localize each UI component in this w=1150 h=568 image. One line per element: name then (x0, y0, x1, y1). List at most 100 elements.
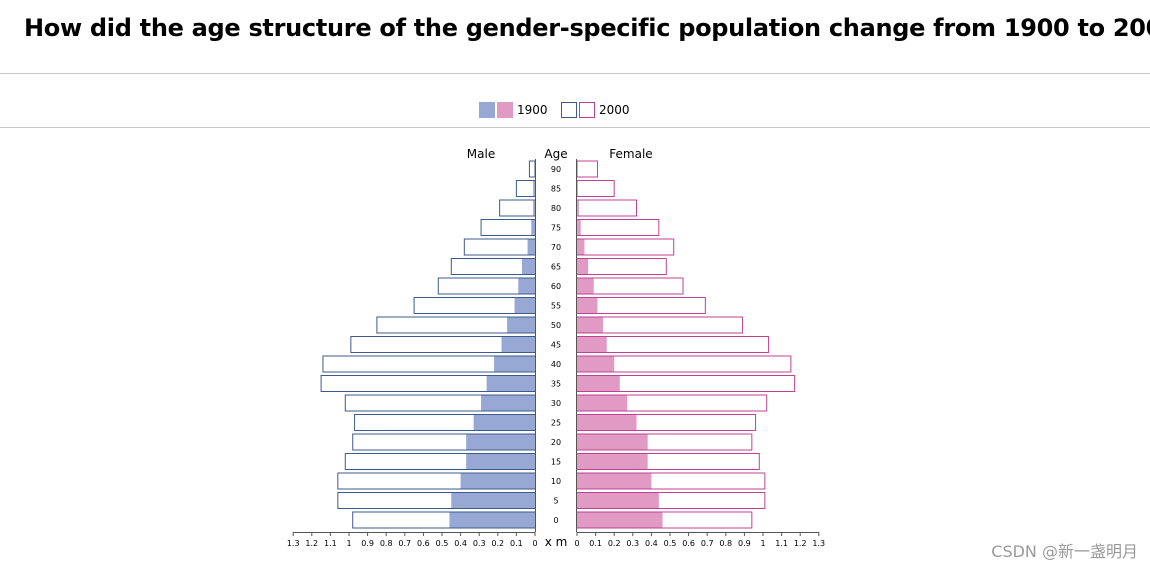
bar-male-1900-age-85[interactable] (533, 181, 535, 196)
legend-item-2000[interactable]: 2000 (561, 102, 630, 118)
age-label-80: 80 (551, 204, 561, 213)
bar-male-2000-age-85[interactable] (515, 180, 536, 197)
bar-female-1900-age-40[interactable] (577, 356, 615, 372)
bar-female-2000-age-70[interactable] (576, 238, 675, 256)
age-label-30: 30 (551, 399, 561, 408)
bar-male-2000-age-75[interactable] (480, 219, 536, 236)
male-x-tick-label: 1.3 (287, 539, 300, 548)
bar-male-1900-age-0[interactable] (449, 512, 535, 528)
male-label: Male (467, 147, 495, 161)
female-x-tick-label: 0.2 (608, 539, 621, 548)
bar-female-1900-age-25[interactable] (577, 415, 637, 430)
male-x-tick-label: 0.1 (510, 539, 523, 548)
bar-male-1900-age-50[interactable] (507, 317, 535, 333)
bar-male-2000-age-90[interactable] (528, 160, 536, 178)
age-label-20: 20 (551, 438, 561, 447)
bar-male-1900-age-40[interactable] (494, 356, 535, 372)
male-x-tick-label: 0.8 (380, 539, 393, 548)
bar-male-2000-age-70[interactable] (463, 238, 536, 256)
male-x-tick-label: 0.7 (398, 539, 411, 548)
bar-male-1900-age-30[interactable] (481, 395, 535, 411)
bar-female-1900-age-15[interactable] (577, 454, 648, 469)
age-label-5: 5 (553, 497, 558, 506)
legend-label-1900: 1900 (517, 103, 548, 117)
bar-male-1900-age-5[interactable] (451, 493, 535, 508)
bar-female-1900-age-65[interactable] (577, 259, 589, 274)
male-x-tick-label: 0.6 (417, 539, 430, 548)
male-x-tick-label: 1.1 (324, 539, 337, 548)
bar-female-2000-age-75[interactable] (576, 219, 660, 236)
legend-swatch-1900-female (497, 102, 513, 118)
female-label: Female (609, 147, 652, 161)
male-x-tick-label: 0.9 (361, 539, 374, 548)
bar-female-1900-age-20[interactable] (577, 434, 648, 450)
bar-female-1900-age-0[interactable] (577, 512, 663, 528)
age-label-75: 75 (551, 224, 561, 233)
bar-male-1900-age-45[interactable] (501, 337, 535, 352)
female-x-tick-label: 0 (574, 539, 579, 548)
bar-female-1900-age-80[interactable] (577, 200, 579, 216)
female-x-tick-label: 0.3 (626, 539, 639, 548)
male-x-tick-label: 0.2 (491, 539, 504, 548)
bar-male-1900-age-65[interactable] (521, 259, 535, 274)
female-x-tick-label: 0.1 (589, 539, 602, 548)
age-label-65: 65 (551, 263, 561, 272)
bar-female-2000-age-85[interactable] (576, 180, 615, 197)
age-label-25: 25 (551, 419, 561, 428)
male-x-tick-label: 1 (346, 539, 351, 548)
bar-male-1900-age-35[interactable] (486, 376, 535, 391)
female-x-tick-label: 0.4 (645, 539, 658, 548)
female-x-tick-label: 0.6 (682, 539, 695, 548)
male-x-tick-label: 0.5 (436, 539, 449, 548)
legend-swatch-2000-male (561, 102, 577, 118)
female-x-tick-label: 0.9 (738, 539, 751, 548)
female-x-tick-label: 0.5 (664, 539, 677, 548)
age-label-35: 35 (551, 380, 561, 389)
bar-female-2000-age-65[interactable] (576, 258, 667, 275)
female-x-tick-label: 1.2 (794, 539, 807, 548)
male-x-tick-label: 0.3 (473, 539, 486, 548)
bar-male-1900-age-20[interactable] (466, 434, 535, 450)
age-label-85: 85 (551, 185, 561, 194)
bar-male-2000-age-80[interactable] (499, 199, 536, 217)
bar-female-1900-age-75[interactable] (577, 220, 581, 235)
bar-female-1900-age-35[interactable] (577, 376, 620, 391)
male-x-tick-label: 0.4 (454, 539, 467, 548)
age-label-55: 55 (551, 302, 561, 311)
bar-female-1900-age-60[interactable] (577, 278, 594, 294)
bar-male-1900-age-75[interactable] (531, 220, 535, 235)
legend-swatch-1900-male (479, 102, 495, 118)
bar-female-1900-age-5[interactable] (577, 493, 659, 508)
bar-female-1900-age-70[interactable] (577, 239, 585, 255)
bar-male-1900-age-55[interactable] (514, 298, 535, 313)
bar-male-1900-age-70[interactable] (527, 239, 535, 255)
bar-male-1900-age-15[interactable] (466, 454, 535, 469)
bar-female-1900-age-45[interactable] (577, 337, 607, 352)
bar-female-1900-age-50[interactable] (577, 317, 604, 333)
bar-female-1900-age-10[interactable] (577, 473, 652, 489)
male-x-tick-label: 0 (532, 539, 537, 548)
bar-female-1900-age-30[interactable] (577, 395, 628, 411)
legend-divider (0, 127, 1150, 128)
bar-male-1900-age-10[interactable] (460, 473, 535, 489)
page-title: How did the age structure of the gender-… (24, 14, 1150, 42)
age-label-15: 15 (551, 458, 561, 467)
female-x-tick-label: 1.1 (775, 539, 788, 548)
age-axis-label: Age (544, 147, 567, 161)
bar-female-2000-age-90[interactable] (576, 160, 598, 178)
age-label-50: 50 (551, 321, 561, 330)
bar-female-1900-age-55[interactable] (577, 298, 598, 313)
bar-female-2000-age-80[interactable] (576, 199, 638, 217)
legend-item-1900[interactable]: 1900 (479, 102, 548, 118)
legend-swatch-2000-female (579, 102, 595, 118)
female-x-tick-label: 1 (760, 539, 765, 548)
bar-male-1900-age-60[interactable] (518, 278, 535, 294)
x-unit-label: x m (545, 535, 568, 549)
bar-male-1900-age-80[interactable] (533, 200, 535, 216)
male-x-tick-label: 1.2 (305, 539, 318, 548)
age-label-45: 45 (551, 341, 561, 350)
age-label-40: 40 (551, 360, 561, 369)
age-label-60: 60 (551, 282, 561, 291)
bar-male-1900-age-25[interactable] (473, 415, 535, 430)
